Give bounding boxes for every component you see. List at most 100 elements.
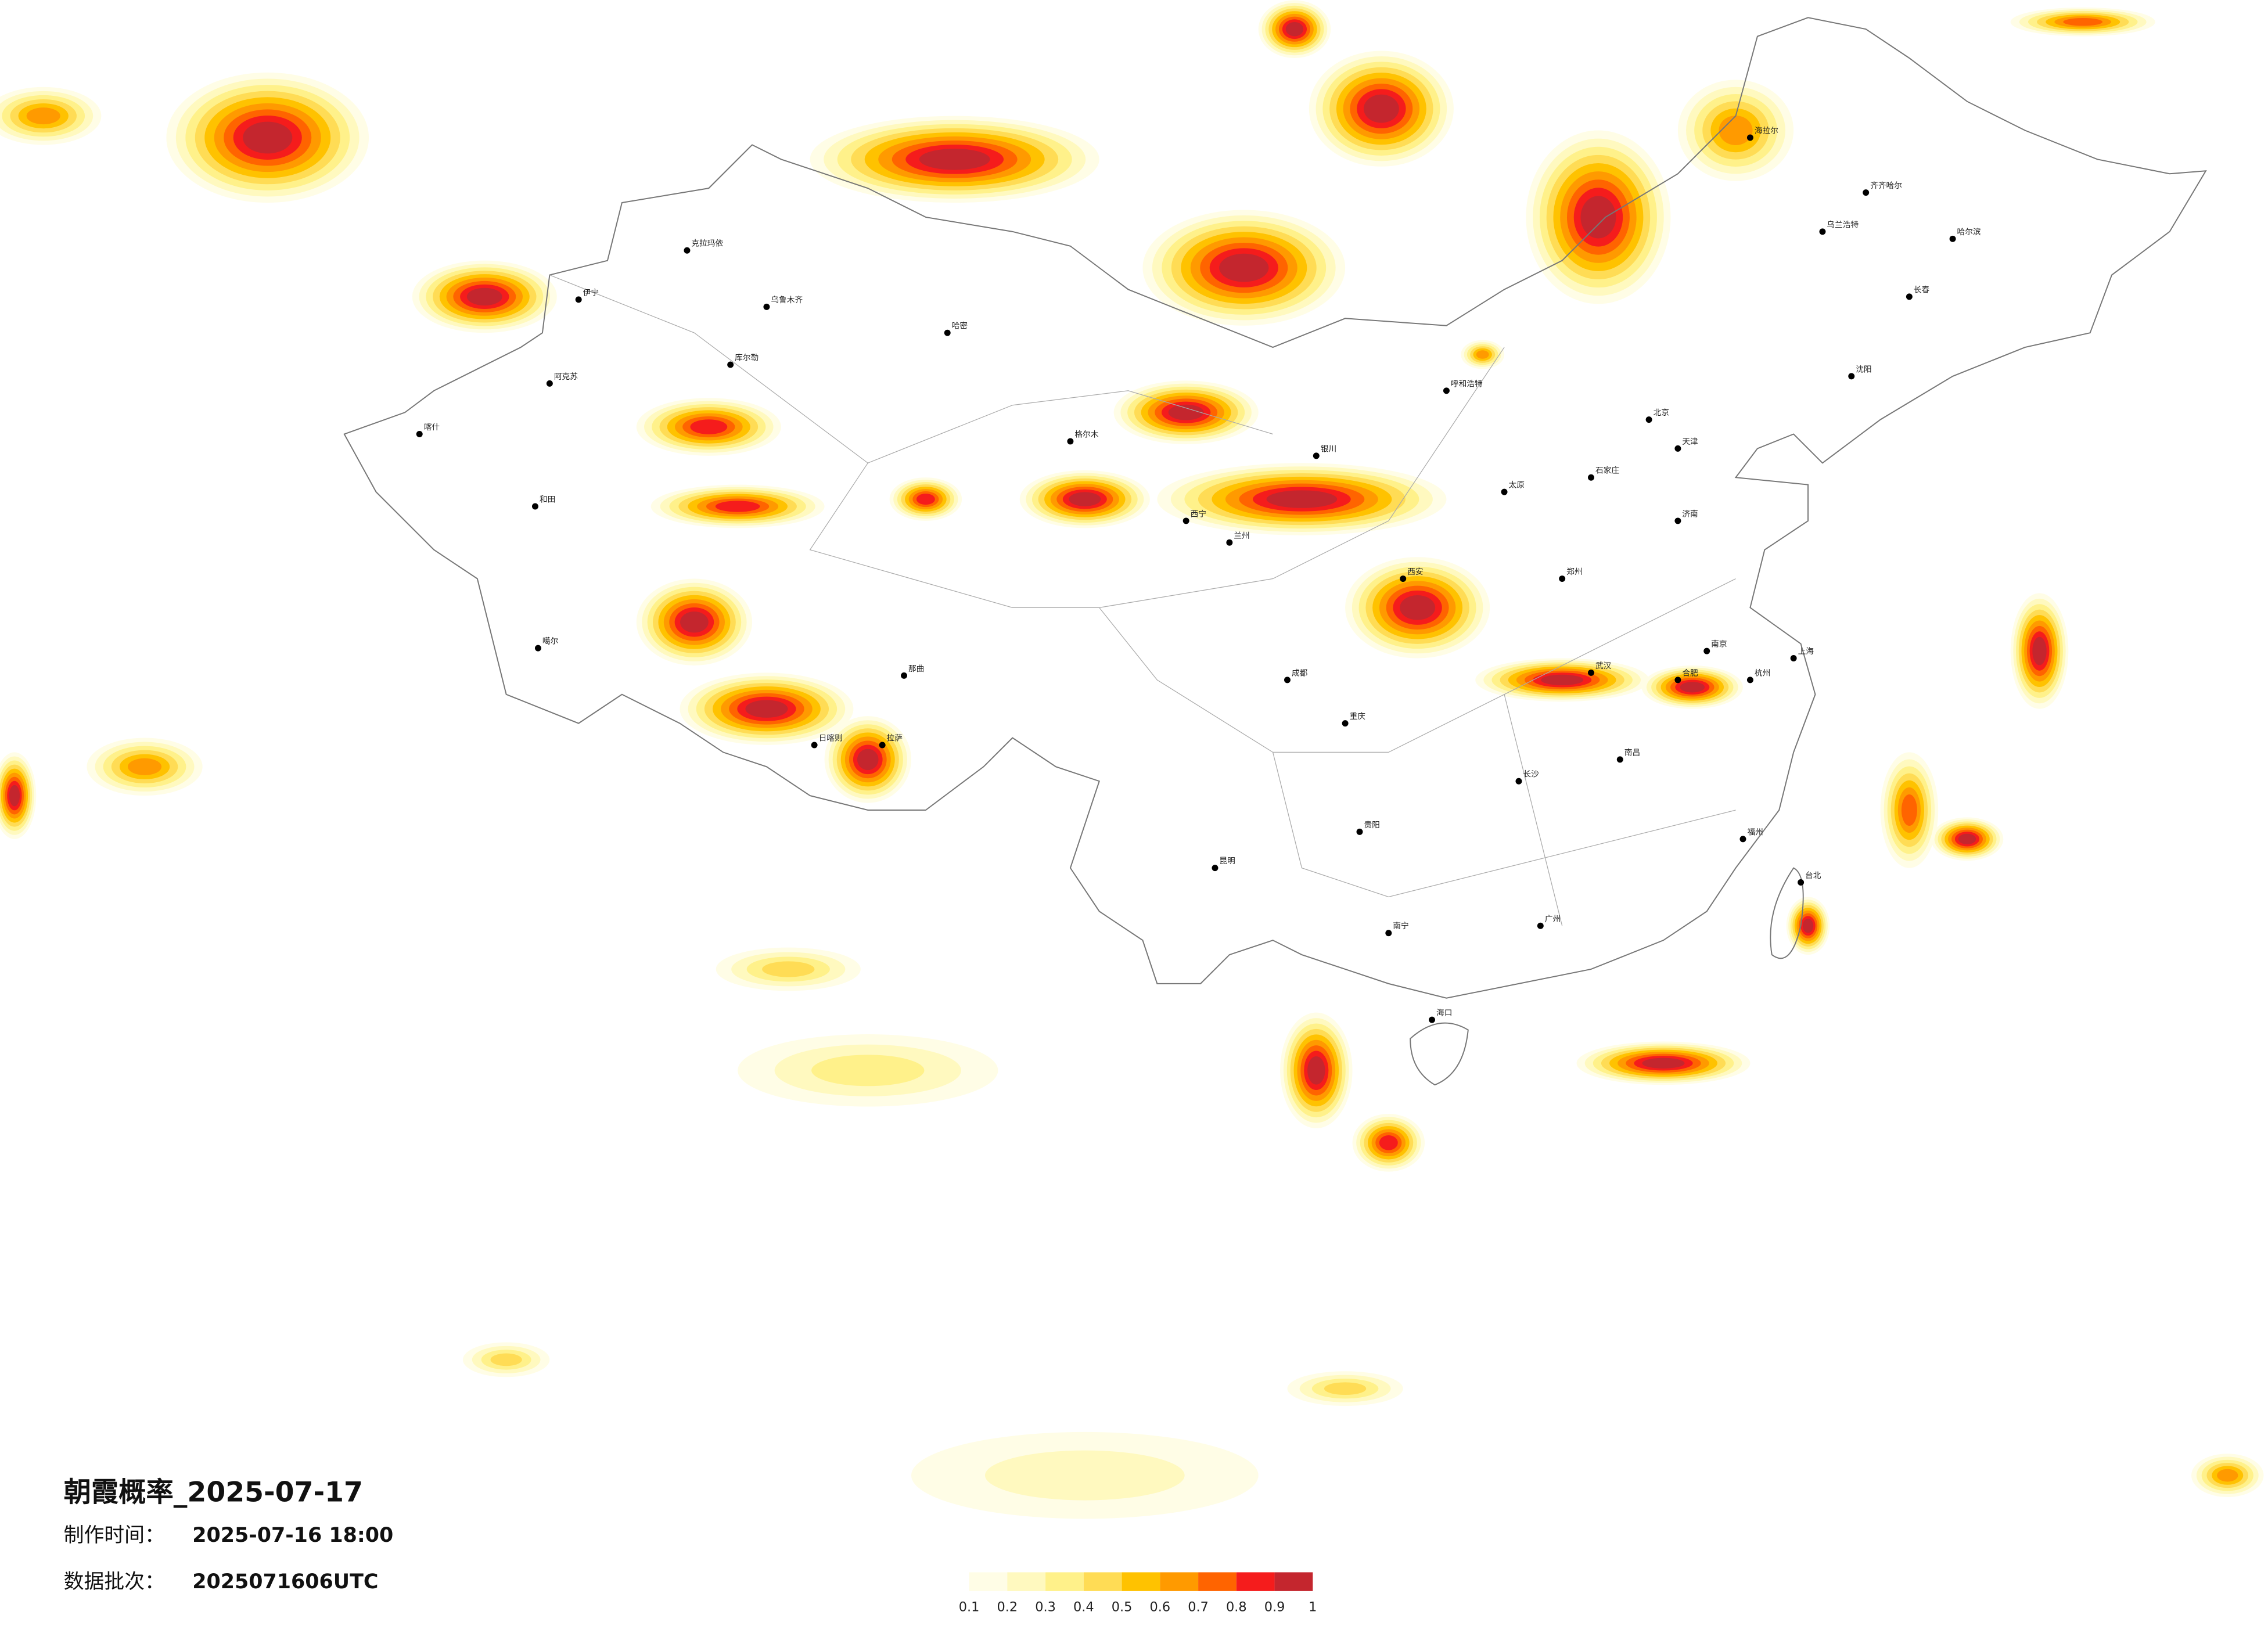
probability-blob [26, 107, 60, 125]
city-label: 济南 [1682, 509, 1698, 519]
probability-blob [1379, 1135, 1398, 1150]
city-dot [1863, 189, 1870, 196]
city-dot [1501, 488, 1508, 495]
city-dot [575, 296, 582, 303]
city-dot [684, 247, 691, 254]
probability-blob [1680, 682, 1705, 693]
probability-blob [1400, 595, 1436, 620]
probability-blob [466, 287, 502, 306]
probability-blob [680, 611, 709, 633]
legend-label: 0.4 [1073, 1600, 1094, 1615]
city-label: 合肥 [1682, 668, 1698, 678]
city-dot [1226, 539, 1233, 546]
city-label: 南京 [1711, 640, 1727, 649]
city-dot [1067, 438, 1074, 445]
probability-blob [811, 1055, 925, 1087]
city-label: 南昌 [1624, 748, 1640, 757]
legend-swatch [969, 1572, 1008, 1591]
probability-blob [690, 419, 728, 434]
city-label: 阿克苏 [554, 372, 578, 382]
probability-blob [715, 501, 760, 512]
legend-label: 0.1 [959, 1600, 980, 1615]
city-dot [1819, 228, 1826, 235]
legend-label: 0.6 [1150, 1600, 1171, 1615]
probability-blob [490, 1353, 522, 1366]
legend-label: 1 [1309, 1600, 1317, 1615]
city-dot [1949, 235, 1956, 242]
city-dot [1848, 373, 1855, 380]
probability-blob [916, 494, 935, 505]
legend-swatch [1198, 1572, 1237, 1591]
legend-label: 0.2 [997, 1600, 1018, 1615]
city-label: 喀什 [424, 423, 440, 432]
city-label: 和田 [540, 495, 555, 505]
city-label: 哈密 [952, 321, 968, 331]
city-label: 海拉尔 [1755, 126, 1778, 135]
city-dot [416, 431, 423, 437]
legend-swatch [1160, 1572, 1199, 1591]
city-label: 格尔木 [1074, 430, 1098, 439]
probability-blob [1363, 94, 1399, 123]
city-dot [1429, 1016, 1436, 1023]
city-dot [1790, 655, 1797, 662]
probability-blob [1476, 350, 1489, 359]
city-dot [1385, 930, 1392, 937]
probability-blob [2032, 636, 2047, 665]
city-dot [727, 361, 734, 368]
city-label: 克拉玛依 [691, 239, 723, 249]
city-label: 沈阳 [1856, 365, 1871, 374]
city-label: 郑州 [1566, 567, 1582, 577]
probability-blob [1958, 833, 1976, 844]
city-label: 日喀则 [819, 733, 843, 743]
probability-blob [1307, 1056, 1325, 1085]
city-dot [1515, 778, 1522, 785]
legend-label: 0.5 [1112, 1600, 1133, 1615]
city-dot [811, 742, 818, 749]
city-label: 拉萨 [887, 733, 903, 743]
probability-blob [9, 785, 20, 807]
city-dot [1703, 647, 1710, 654]
china-border [343, 17, 2207, 999]
city-label: 银川 [1321, 444, 1336, 454]
city-label: 呼和浩特 [1451, 379, 1483, 388]
city-dot [901, 672, 907, 679]
city-label: 海口 [1436, 1009, 1452, 1018]
legend-swatch [1274, 1572, 1313, 1591]
country-outline [343, 17, 2207, 1086]
city-dot [534, 645, 541, 652]
city-label: 南宁 [1393, 921, 1408, 931]
city-label: 广州 [1545, 915, 1561, 924]
city-dot [1443, 387, 1450, 394]
city-label: 北京 [1654, 408, 1669, 418]
legend-label: 0.8 [1226, 1600, 1247, 1615]
city-label: 成都 [1292, 668, 1308, 678]
probability-blob [762, 961, 815, 977]
city-label: 库尔勒 [735, 353, 759, 362]
city-label: 那曲 [908, 664, 924, 674]
taiwan [1770, 867, 1804, 959]
legend-swatch [1236, 1572, 1275, 1591]
probability-blob [2063, 17, 2103, 26]
city-dot [1798, 879, 1805, 886]
probability-field [0, 0, 2264, 1519]
city-label: 西安 [1407, 567, 1423, 577]
city-dot [1906, 293, 1913, 300]
city-label: 上海 [1798, 647, 1814, 656]
city-dot [1559, 575, 1566, 582]
probability-blob [1580, 196, 1616, 239]
probability-blob [127, 758, 162, 775]
hainan [1410, 1022, 1469, 1086]
probability-blob [1266, 490, 1338, 508]
province-line [549, 274, 1736, 926]
city-dot [531, 503, 538, 510]
city-label: 杭州 [1755, 668, 1770, 678]
probability-blob [984, 1450, 1185, 1501]
probability-blob [1285, 22, 1304, 37]
city-dot [1674, 677, 1681, 684]
city-dot [1400, 575, 1407, 582]
probability-blob [243, 121, 293, 154]
legend-swatch [1007, 1572, 1046, 1591]
city-dot [1284, 677, 1291, 684]
city-label: 昆明 [1219, 857, 1235, 866]
